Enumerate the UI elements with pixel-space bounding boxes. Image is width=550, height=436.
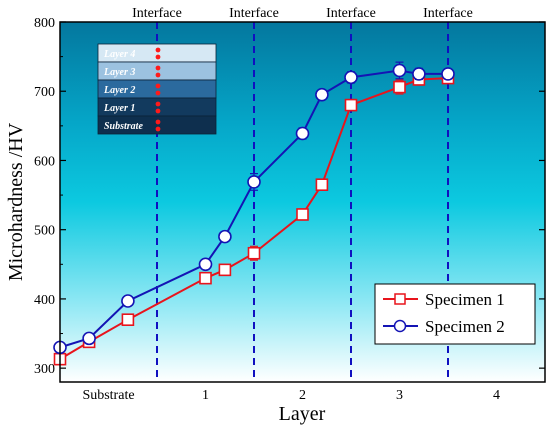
y-tick-label-800: 800 — [34, 16, 55, 31]
interface-label-1: Interface — [132, 6, 182, 21]
series-1-point-5 — [247, 246, 261, 260]
x-tick-label-3: 3 — [396, 388, 403, 403]
y-axis-ticks: 300 400 500 600 700 800 — [34, 16, 545, 377]
series-2-point-9 — [392, 63, 407, 78]
inset-label-2: Layer 2 — [103, 85, 135, 96]
legend-marker-specimen-2 — [393, 319, 407, 333]
series-1-point-2 — [121, 313, 135, 326]
series-2-point-11 — [441, 67, 455, 81]
inset-label-1: Layer 3 — [103, 67, 135, 78]
x-tick-label-1: 1 — [202, 388, 209, 403]
interface-label-3: Interface — [326, 6, 376, 21]
series-2-point-3 — [198, 257, 213, 272]
interface-label-2: Interface — [229, 6, 279, 21]
inset-dot-0-a — [155, 47, 161, 53]
series-2-point-1 — [82, 331, 96, 346]
inset-dot-3-b — [155, 108, 161, 114]
inset-dot-4-a — [155, 119, 161, 125]
inset-dot-2-a — [155, 83, 161, 89]
series-2-point-7 — [315, 87, 329, 102]
series-2-point-10 — [412, 67, 426, 81]
y-axis-title: Microhardness /HV — [5, 122, 27, 281]
inset-dot-2-b — [155, 90, 161, 96]
series-2-point-2 — [121, 294, 135, 308]
legend: Specimen 1 Specimen 2 — [374, 283, 536, 345]
y-tick-label-700: 700 — [34, 85, 55, 100]
legend-label-specimen-2: Specimen 2 — [425, 317, 505, 336]
legend-label-specimen-1: Specimen 1 — [425, 290, 505, 309]
y-tick-label-300: 300 — [34, 362, 55, 377]
series-2-point-6 — [295, 126, 310, 141]
y-tick-label-500: 500 — [34, 224, 55, 239]
inset-dot-3-a — [155, 101, 161, 107]
plot-frame — [59, 21, 546, 383]
series-1-point-4 — [218, 263, 232, 277]
series-1-point-9 — [393, 80, 406, 94]
x-axis-title: Layer — [279, 403, 326, 425]
inset-label-0: Layer 4 — [103, 49, 135, 60]
y-tick-label-400: 400 — [34, 293, 55, 308]
legend-marker-specimen-1 — [394, 293, 406, 305]
series-2-point-5 — [247, 175, 261, 189]
x-axis-ticks: Substrate 1 2 3 4 — [82, 388, 500, 403]
series-2-point-4 — [218, 229, 232, 244]
inset-label-3: Layer 1 — [103, 103, 135, 114]
inset-label-4: Substrate — [104, 121, 143, 132]
inset-dot-0-b — [155, 54, 161, 60]
series-1-point-6 — [296, 208, 309, 221]
series-1-point-8 — [344, 98, 358, 112]
x-tick-label-0: Substrate — [82, 388, 134, 403]
inset-dot-4-b — [155, 126, 161, 132]
interface-label-4: Interface — [423, 6, 473, 21]
layer-stack-inset: Layer 4 Layer 3 Layer 2 Layer 1 Substrate — [97, 43, 217, 135]
inset-dot-1-a — [155, 65, 161, 71]
series-1-point-3 — [199, 271, 212, 285]
series-layer — [53, 61, 455, 366]
x-tick-label-4: 4 — [493, 388, 500, 403]
x-tick-label-2: 2 — [299, 388, 306, 403]
inset-layer-4 — [97, 115, 217, 135]
series-2-point-8 — [344, 70, 358, 85]
y-tick-label-600: 600 — [34, 154, 55, 169]
inset-dot-1-b — [155, 72, 161, 78]
series-1-point-7 — [315, 178, 329, 191]
